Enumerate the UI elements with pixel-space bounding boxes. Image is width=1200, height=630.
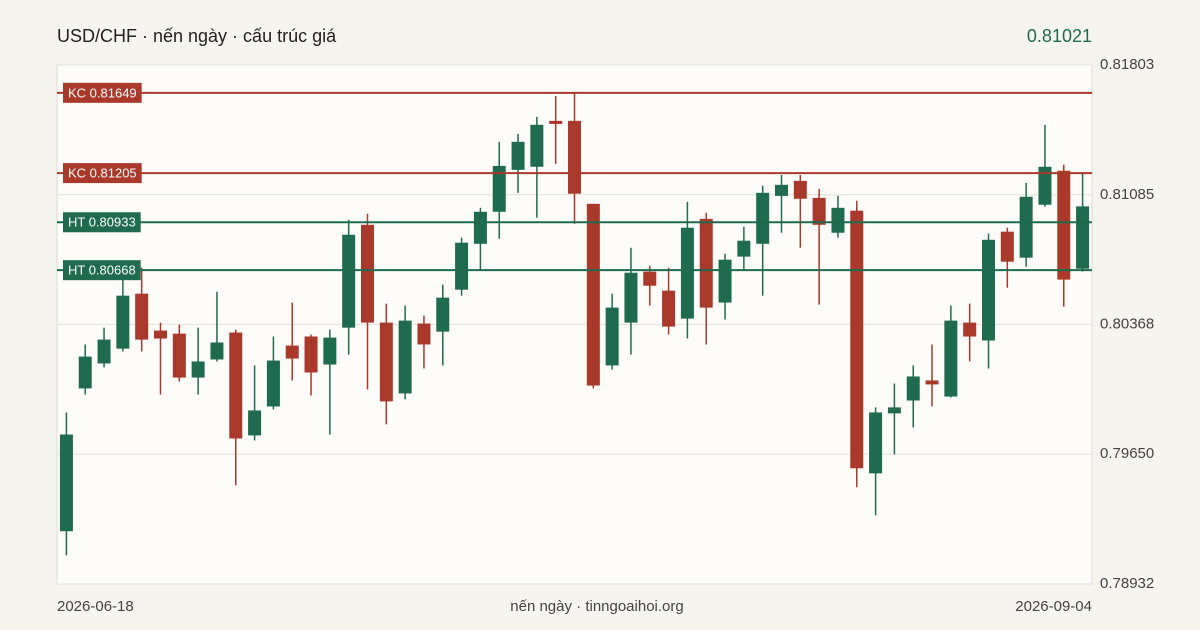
candle-body <box>605 307 619 366</box>
candle-body <box>266 360 280 407</box>
candle-body <box>417 323 431 345</box>
candle-body <box>850 210 864 469</box>
level-label: KC 0.81205 <box>68 166 137 181</box>
y-tick-label: 0.81803 <box>1100 56 1154 73</box>
candle-body <box>248 410 262 436</box>
candle-body <box>511 141 525 170</box>
candle-body <box>191 361 205 378</box>
candle-body <box>624 272 638 323</box>
candle-body <box>718 259 732 303</box>
candle-body <box>756 192 770 244</box>
candle-body <box>59 434 73 532</box>
candle-body <box>530 124 544 167</box>
candle-body <box>398 320 412 394</box>
candle-body <box>78 356 92 389</box>
candle-body <box>586 203 600 386</box>
candle-body <box>361 224 374 323</box>
candle-body <box>455 242 469 290</box>
candle-body <box>135 293 149 340</box>
candle-body <box>154 330 167 339</box>
y-tick-label: 0.81085 <box>1100 186 1154 203</box>
level-label-box <box>63 212 141 233</box>
x-tick-label: 2026-09-04 <box>1015 598 1092 615</box>
candle-body <box>97 339 111 364</box>
level-label-box <box>63 163 142 184</box>
candle-body <box>831 207 845 233</box>
level-label-box <box>63 82 142 103</box>
candle-body <box>379 322 393 402</box>
candle-body <box>304 336 318 373</box>
candle-body <box>436 297 450 332</box>
candle-body <box>1076 206 1090 269</box>
candle-body <box>492 165 506 212</box>
level-label: HT 0.80668 <box>68 263 136 278</box>
candle-body <box>869 412 883 474</box>
caption: nến ngày · tinngoaihoi.org <box>510 598 683 615</box>
level-label: HT 0.80933 <box>68 215 136 230</box>
candle-body <box>1057 170 1071 280</box>
candle-body <box>285 345 299 359</box>
level-label-box <box>63 260 141 281</box>
candle-body <box>775 184 788 196</box>
candle-body <box>116 295 130 349</box>
y-tick-label: 0.78932 <box>1100 575 1154 592</box>
candle-body <box>210 342 224 360</box>
candle-body <box>699 218 713 308</box>
candle-body <box>643 271 657 286</box>
last-price: 0.81021 <box>1027 26 1092 46</box>
candle-body <box>568 120 581 194</box>
x-tick-label: 2026-06-18 <box>57 598 134 615</box>
candle-body <box>963 322 977 337</box>
candle-body <box>662 290 676 327</box>
candle-body <box>1019 196 1033 258</box>
candle-body <box>982 239 995 341</box>
candle-body <box>812 197 826 225</box>
level-label: KC 0.81649 <box>68 85 137 100</box>
candle-body <box>323 337 337 365</box>
candle-body <box>906 376 920 401</box>
y-tick-label: 0.80368 <box>1100 315 1154 332</box>
candle-body <box>925 380 939 385</box>
candle-body <box>680 227 694 319</box>
candle-body <box>549 120 563 124</box>
candle-body <box>887 407 901 414</box>
y-tick-label: 0.79650 <box>1100 445 1154 462</box>
candle-body <box>1000 231 1014 262</box>
chart-title: USD/CHF · nến ngày · cấu trúc giá <box>57 26 337 46</box>
candle-body <box>1038 166 1052 205</box>
candle-body <box>944 320 958 397</box>
candle-body <box>793 180 807 199</box>
candle-body <box>172 333 186 378</box>
candle-body <box>737 240 751 257</box>
candle-body <box>342 234 356 328</box>
candle-body <box>229 332 243 439</box>
candle-body <box>473 211 487 244</box>
